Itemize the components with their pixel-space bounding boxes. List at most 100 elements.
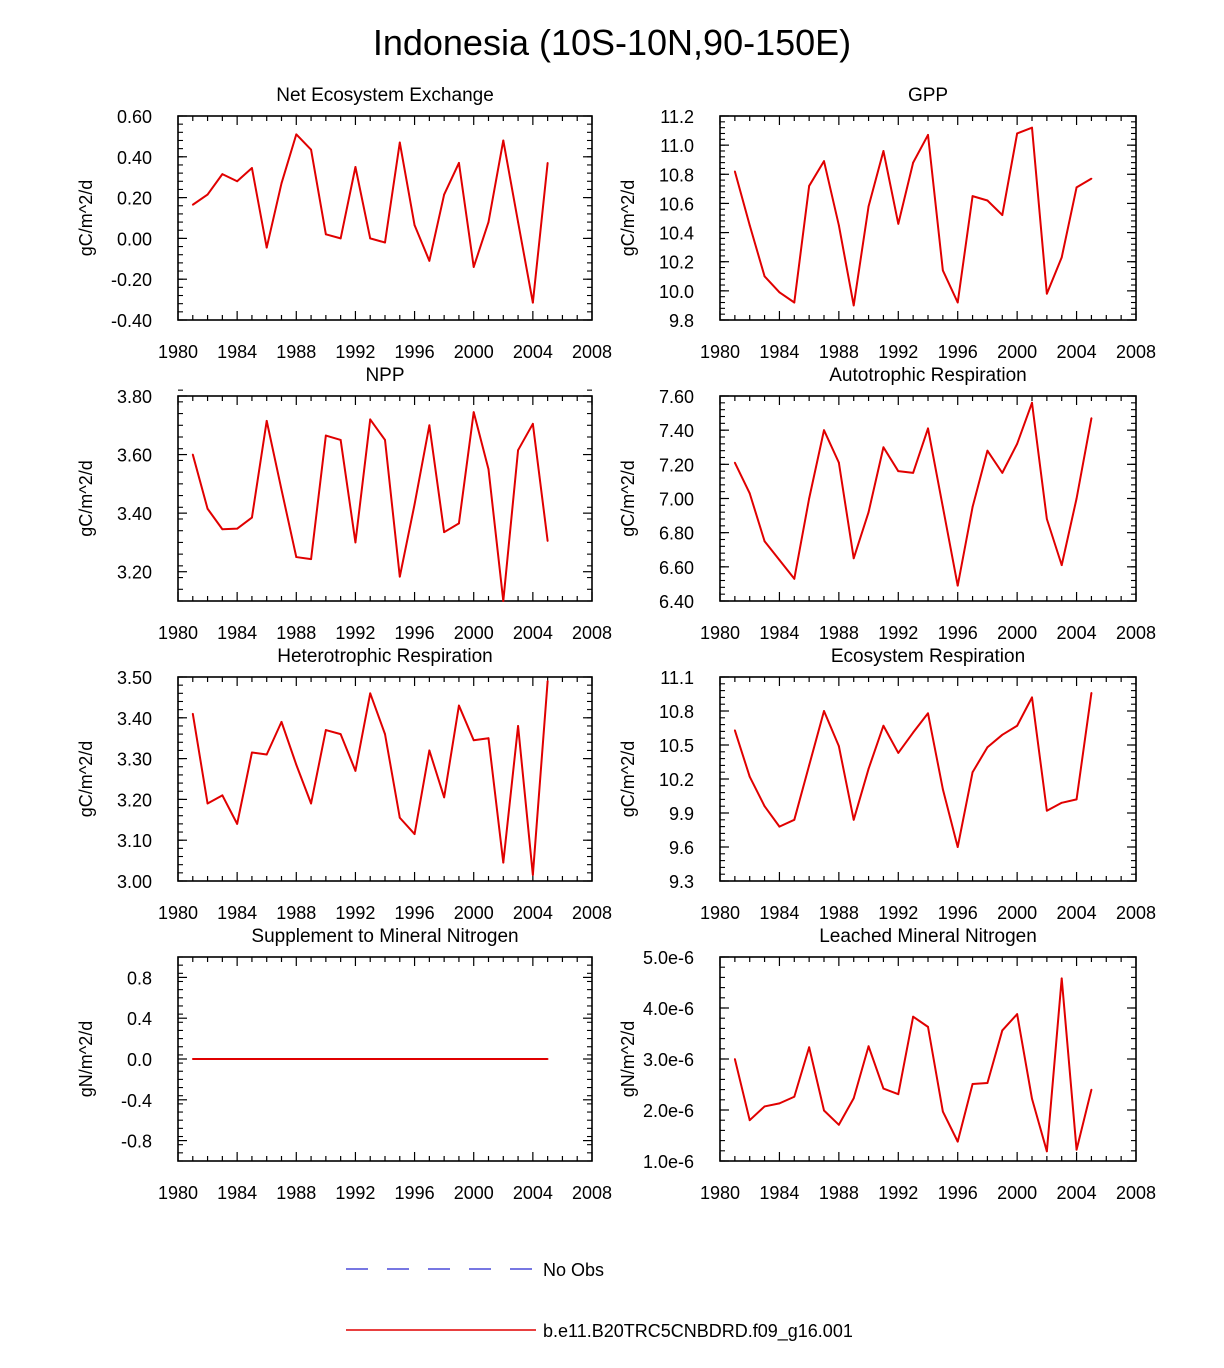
data-point (354, 769, 357, 772)
y-tick-label: 0.60 (117, 107, 152, 127)
data-point (265, 246, 268, 249)
data-point (837, 745, 840, 748)
data-point (897, 222, 900, 225)
y-tick-label: -0.4 (121, 1091, 152, 1111)
y-tick-label: 3.40 (117, 504, 152, 524)
data-point (823, 160, 825, 163)
data-point (748, 224, 751, 227)
x-tick-label: 1984 (217, 623, 257, 643)
data-point (487, 221, 490, 223)
data-point (1045, 1150, 1048, 1153)
data-point (428, 749, 431, 752)
x-tick-label: 1988 (276, 1183, 316, 1203)
y-tick-label: 4.0e-6 (643, 999, 694, 1019)
y-tick-label: 7.60 (659, 387, 694, 407)
data-point (339, 237, 342, 240)
data-point (912, 471, 915, 474)
data-point (748, 1119, 751, 1122)
data-point (191, 1058, 194, 1060)
data-point (339, 439, 342, 441)
y-tick-label: 10.2 (659, 253, 694, 273)
data-point (927, 134, 929, 136)
data-point (531, 301, 534, 304)
y-tick-label: 10.5 (659, 736, 694, 756)
data-point (295, 763, 298, 766)
chart-panel-2: GPP 1980 1984 1988 1992 1996 2000 2004 2008 9.8 10… (618, 85, 1156, 362)
x-tick-label: 1980 (158, 342, 198, 362)
data-point (472, 266, 475, 268)
series-line (192, 133, 549, 304)
data-point (251, 516, 253, 519)
x-tick-label: 1980 (700, 623, 740, 643)
x-tick-label: 2008 (572, 623, 612, 643)
data-point (1001, 214, 1004, 216)
data-point (897, 752, 900, 754)
y-tick-label: 10.2 (659, 770, 694, 790)
data-point (912, 1015, 915, 1018)
y-tick-label: 9.8 (669, 311, 694, 331)
x-tick-label: 1980 (700, 342, 740, 362)
data-point (384, 1058, 386, 1060)
data-point (369, 237, 372, 240)
data-point (265, 1058, 268, 1060)
data-point (443, 1058, 446, 1060)
data-point (837, 1123, 840, 1126)
data-point (428, 1058, 431, 1060)
data-point (384, 439, 386, 441)
panels: Net Ecosystem Exchange 1980 1984 1988 1992 19… (76, 85, 1156, 1203)
data-point (369, 692, 372, 695)
data-point (251, 167, 253, 169)
data-point (546, 680, 549, 682)
panel-title: Leached Mineral Nitrogen (819, 926, 1037, 947)
y-tick-label: 3.40 (117, 709, 152, 729)
data-point (793, 1095, 796, 1098)
y-tick-label: 3.30 (117, 750, 152, 770)
data-point (280, 1058, 283, 1060)
data-point (1016, 442, 1019, 445)
data-point (808, 185, 811, 187)
chart-panel-3: NPP 1980 1984 1988 1992 1996 2000 2004 2008 3.20 3… (76, 365, 612, 643)
y-tick-label: -0.40 (111, 311, 152, 331)
panel-title: Ecosystem Respiration (831, 646, 1025, 667)
data-point (472, 1058, 475, 1060)
y-axis-label: gC/m^2/d (618, 460, 638, 536)
x-tick-label: 1996 (395, 903, 435, 923)
y-tick-label: 0.4 (127, 1009, 152, 1029)
chart-panel-7: Supplement to Mineral Nitrogen 1980 1984 19… (76, 926, 612, 1203)
x-tick-label: 1988 (276, 903, 316, 923)
data-point (837, 224, 840, 227)
data-point (517, 725, 519, 727)
data-point (956, 846, 959, 848)
y-tick-label: 6.80 (659, 524, 694, 544)
y-tick-label: 0.0 (127, 1050, 152, 1070)
data-point (897, 1093, 900, 1096)
data-point (206, 193, 209, 196)
data-point (1016, 724, 1019, 727)
x-tick-label: 2004 (513, 903, 553, 923)
y-tick-label: 7.40 (659, 421, 694, 441)
data-point (1090, 177, 1093, 180)
data-point (1001, 733, 1004, 736)
x-tick-label: 1984 (217, 903, 257, 923)
x-tick-label: 1996 (938, 1183, 978, 1203)
panel-title: NPP (365, 365, 404, 386)
data-point (1060, 977, 1063, 980)
data-point (206, 507, 209, 510)
data-point (531, 422, 534, 425)
y-tick-label: 9.9 (669, 804, 694, 824)
x-tick-label: 2000 (997, 623, 1037, 643)
data-point (927, 427, 929, 430)
y-axis-label: gC/m^2/d (76, 460, 96, 536)
data-point (339, 1058, 342, 1060)
y-tick-label: 11.0 (660, 136, 694, 156)
data-point (265, 419, 268, 422)
data-point (1090, 417, 1093, 420)
data-point (369, 1058, 372, 1060)
data-point (546, 540, 549, 542)
x-tick-label: 1996 (938, 623, 978, 643)
x-tick-label: 2000 (454, 903, 494, 923)
data-point (1090, 1088, 1093, 1091)
data-point (867, 511, 870, 514)
data-point (295, 1058, 298, 1060)
